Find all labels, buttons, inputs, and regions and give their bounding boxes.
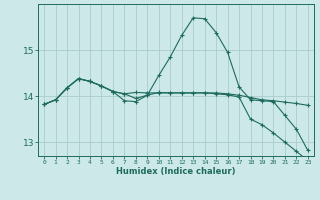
X-axis label: Humidex (Indice chaleur): Humidex (Indice chaleur) bbox=[116, 167, 236, 176]
